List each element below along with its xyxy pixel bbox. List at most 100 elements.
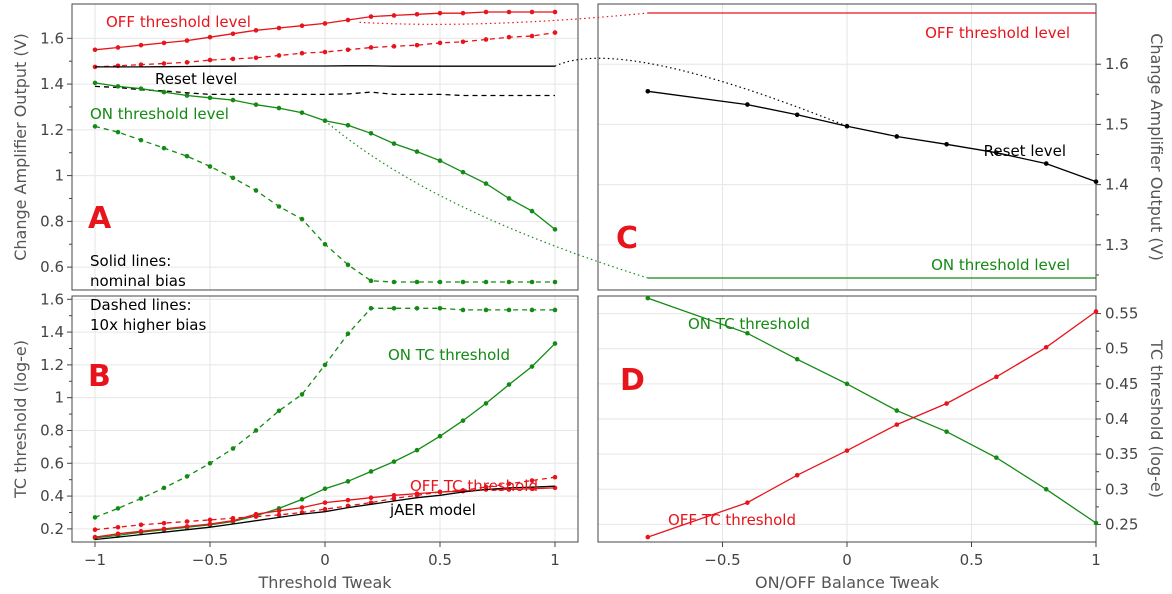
- panel-c-ytick-label-1: 1.4: [1105, 176, 1129, 194]
- panel-c-ylabel: Change Amplifier Output (V): [1147, 33, 1166, 261]
- panel-b-ytick-label-3: 0.8: [40, 421, 64, 439]
- panel-b-series-aux-3-point-10: [322, 506, 328, 512]
- panel-b-ytick-label-2: 0.6: [40, 454, 64, 472]
- panel-d-series-off-tc-threshold-point-2: [794, 472, 800, 478]
- panel-a-series-aux-1-point-6: [230, 56, 236, 62]
- panel-a-series-off-threshold-level-point-8: [276, 25, 282, 31]
- panel-a-series-on-threshold-level-point-11: [345, 122, 351, 128]
- panel-b-series-aux-3-point-8: [276, 512, 282, 518]
- panel-b-series-aux-1-point-20: [552, 307, 558, 313]
- panel-a-series-off-threshold-level-point-11: [345, 17, 351, 23]
- panel-d-series-on-tc-threshold-point-7: [1043, 486, 1049, 492]
- panel-a-series-aux-5-point-15: [437, 279, 443, 285]
- panel-a-series-aux-5-point-2: [138, 137, 144, 143]
- panel-a-ytick-label-5: 1.6: [40, 29, 64, 47]
- panel-b-series-off-tc-threshold-point-4: [184, 524, 190, 529]
- panel-a-series-off-threshold-level-point-16: [460, 10, 466, 16]
- panel-a-series-aux-1-point-5: [207, 57, 213, 63]
- panel-c-series-reset-level-point-4: [894, 134, 900, 139]
- panel-a-series-on-threshold-level-point-4: [184, 93, 190, 98]
- panel-a-series-aux-5-point-10: [322, 241, 328, 247]
- panel-b-series-aux-1-point-0: [92, 515, 98, 520]
- panel-a-series-on-threshold-level-point-18: [506, 196, 512, 201]
- panel-c-series-reset-level-point-7: [1043, 161, 1049, 166]
- panel-b-series-aux-1-point-8: [276, 408, 282, 414]
- panel-c-letter: C: [616, 221, 638, 256]
- panel-a-series-aux-1-point-20: [552, 30, 558, 35]
- panel-b-series-on-tc-threshold-point-14: [414, 447, 420, 453]
- panel-a-series-on-threshold-level-point-16: [460, 169, 466, 175]
- panel-c-series-reset-level-line: [647, 90, 1097, 183]
- panel-a-series-off-threshold-level-point-12: [368, 14, 374, 19]
- panel-a-series-on-threshold-level-point-15: [437, 158, 443, 164]
- panel-a-series-off-threshold-level-point-5: [207, 34, 213, 40]
- panel-a-ytick-label-0: 0.6: [40, 258, 64, 276]
- panel-b-series-aux-1-point-14: [414, 306, 420, 311]
- note-dashed-1: Dashed lines:: [90, 296, 192, 314]
- panel-a-series-aux-1-point-3: [161, 61, 167, 66]
- panel-b-series-aux-1-point-12: [368, 306, 374, 311]
- panel-d-series-on-tc-threshold-point-5: [944, 429, 949, 434]
- connector-reset-level: [554, 57, 848, 127]
- panel-b-series-on-tc-threshold-point-16: [460, 418, 466, 423]
- panel-d-series-off-tc-threshold-point-0: [645, 534, 651, 540]
- panel-a-series-aux-1-point-14: [414, 42, 420, 48]
- panel-a-series-aux-1-point-12: [368, 45, 374, 50]
- panel-a-series-aux-5-point-1: [115, 129, 121, 135]
- panel-a-series-aux-5-point-9: [299, 216, 305, 222]
- panel-b-series-off-tc-threshold-point-9: [299, 505, 305, 510]
- panel-a-series-reset-level-line: [95, 65, 555, 68]
- panel-d-ytick-label-3: 0.4: [1105, 410, 1129, 428]
- panel-a-series-aux-5-point-14: [414, 279, 420, 285]
- panel-a-series-on-threshold-level-point-9: [299, 110, 305, 115]
- panel-a-series-off-threshold-level-point-15: [437, 10, 443, 16]
- panel-b-series-aux-1-point-13: [391, 306, 397, 311]
- connector-off-threshold: [359, 12, 648, 25]
- panel-c-label-reset-level: Reset level: [984, 142, 1066, 160]
- panel-d-series-on-tc-threshold-point-6: [994, 455, 999, 460]
- panel-c-label-on-threshold-level: ON threshold level: [931, 256, 1070, 274]
- panel-a-series-aux-5-point-7: [253, 188, 259, 193]
- panel-a-ytick-label-4: 1.4: [40, 75, 64, 93]
- panel-a-series-on-threshold-level-point-5: [207, 95, 213, 101]
- panel-a-series-on-threshold-level-point-19: [529, 208, 535, 214]
- panel-c-series-reset-level-point-0: [645, 89, 651, 94]
- panel-d-series-on-tc-threshold-point-3: [844, 381, 850, 387]
- panel-a-series-aux-5-point-4: [184, 153, 190, 159]
- panel-a-series-aux-1-point-10: [322, 49, 328, 55]
- panel-c: 1.3 1.4 1.5 1.6 Change Amplifier Output (V) C: [597, 3, 1166, 291]
- panel-a-series-aux-1-point-15: [437, 40, 443, 46]
- panel-b-series-aux-3-point-3: [161, 520, 167, 526]
- panel-a-series-aux-1-point-13: [391, 44, 397, 49]
- panel-a-ytick-label-1: 0.8: [40, 212, 64, 230]
- panel-d-series-off-tc-threshold-point-6: [994, 374, 999, 380]
- panel-a-series-aux-1-point-17: [483, 37, 489, 42]
- panel-c-frame: [597, 3, 1097, 291]
- panel-b-series-aux-1-point-11: [345, 331, 351, 337]
- panel-d-series-on-tc-threshold-point-8: [1093, 520, 1099, 526]
- panel-b-series-aux-1-point-15: [437, 306, 443, 311]
- panel-a-series-off-threshold-level-point-19: [529, 9, 535, 15]
- panel-d-ylabel: TC threshold (log-e): [1147, 339, 1166, 498]
- panel-b-series-aux-3-point-7: [253, 514, 259, 519]
- note-solid-1: Solid lines:: [90, 252, 171, 270]
- panel-b-label-off-tc-threshold: OFF TC threshold: [410, 477, 538, 495]
- panel-b-series-aux-3-point-5: [207, 517, 213, 523]
- panel-a-series-on-threshold-level-point-8: [276, 105, 282, 111]
- panel-b-xtick-label-1: −0.5: [192, 551, 228, 569]
- panel-b-series-aux-1-point-18: [506, 307, 512, 313]
- panel-b-series-aux-1-point-1: [115, 506, 121, 511]
- panel-a-series-aux-5-point-11: [345, 262, 351, 268]
- panel-a-label-reset-level: Reset level: [155, 70, 237, 88]
- panel-d-series-off-tc-threshold-point-4: [894, 422, 900, 427]
- panel-d-series-on-tc-threshold-point-4: [894, 408, 900, 413]
- note-solid-2: nominal bias: [90, 272, 186, 290]
- panel-a-series-on-threshold-level-point-17: [483, 181, 489, 186]
- panel-b-series-on-tc-threshold-point-11: [345, 479, 351, 484]
- panel-b-series-aux-1-point-7: [253, 428, 259, 433]
- panel-b-ytick-label-4: 1: [54, 389, 64, 407]
- panel-a-series-aux-1-line: [94, 31, 556, 68]
- panel-b-series-on-tc-threshold-point-20: [552, 341, 558, 346]
- panel-a-series-on-threshold-level-point-2: [138, 86, 144, 91]
- panel-b-series-off-tc-threshold-point-5: [207, 521, 213, 527]
